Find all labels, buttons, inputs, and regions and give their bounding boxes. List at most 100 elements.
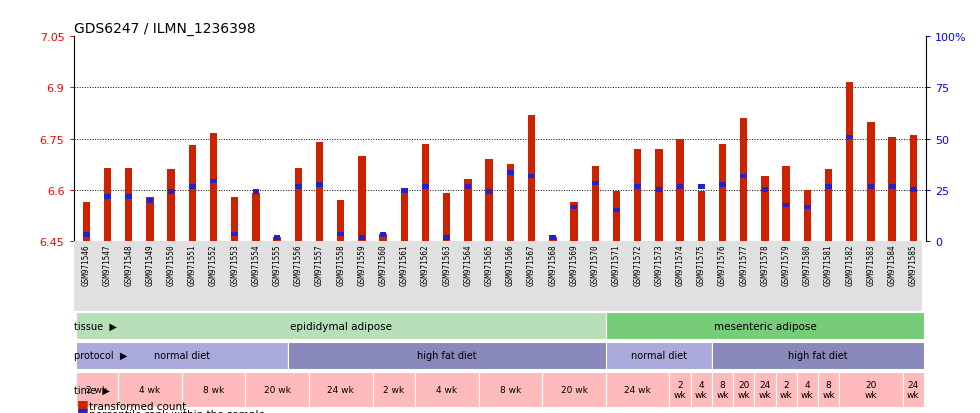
FancyBboxPatch shape [75,342,288,369]
Bar [698,185,705,189]
Bar [909,136,917,241]
Text: GSM971546: GSM971546 [81,243,91,285]
Text: GSM971572: GSM971572 [633,243,642,285]
Text: GSM971584: GSM971584 [888,243,897,285]
Text: GSM971580: GSM971580 [803,243,811,285]
Bar [847,135,853,140]
FancyBboxPatch shape [118,372,181,407]
Bar [231,197,238,241]
Bar [782,166,790,241]
Bar [210,134,218,241]
Bar [718,144,726,241]
Text: 4 wk: 4 wk [139,385,161,394]
Bar [656,188,662,192]
Text: normal diet: normal diet [154,351,210,361]
Bar [634,150,641,241]
Bar [295,168,302,241]
Bar [761,177,768,241]
Text: ■: ■ [76,397,88,410]
Text: 4
wk: 4 wk [801,380,813,399]
Bar [252,194,260,241]
Text: 2 wk: 2 wk [383,385,405,394]
FancyBboxPatch shape [372,372,415,407]
Text: GSM971577: GSM971577 [739,243,748,285]
FancyBboxPatch shape [606,372,669,407]
Bar [82,202,90,241]
Bar [316,142,323,241]
Text: GDS6247 / ILMN_1236398: GDS6247 / ILMN_1236398 [74,22,255,36]
Bar [273,236,280,240]
Bar [359,236,366,240]
Text: GSM971569: GSM971569 [569,243,578,285]
Text: GSM971555: GSM971555 [272,243,281,285]
Bar [147,199,153,203]
Bar [253,190,260,194]
Text: 20 wk: 20 wk [561,385,587,394]
FancyBboxPatch shape [75,372,118,407]
Bar [592,166,599,241]
Bar [677,185,683,189]
Bar [401,192,408,241]
FancyBboxPatch shape [606,313,924,339]
Bar [613,209,619,213]
Text: 4 wk: 4 wk [436,385,458,394]
Bar [570,205,577,209]
FancyBboxPatch shape [75,313,606,339]
Text: GSM971562: GSM971562 [421,243,430,285]
Text: GSM971560: GSM971560 [378,243,388,285]
Text: GSM971566: GSM971566 [506,243,514,285]
FancyBboxPatch shape [775,372,797,407]
Bar [761,188,768,192]
FancyBboxPatch shape [733,372,755,407]
Text: GSM971561: GSM971561 [400,243,409,285]
Bar [656,150,662,241]
Text: GSM971565: GSM971565 [485,243,494,285]
Bar [889,185,896,189]
Text: GSM971581: GSM971581 [824,243,833,285]
Bar [698,192,705,241]
Bar [507,165,514,241]
Text: normal diet: normal diet [631,351,687,361]
Text: 8
wk: 8 wk [822,380,835,399]
Text: 20
wk: 20 wk [737,380,750,399]
Bar [337,232,344,237]
FancyBboxPatch shape [74,241,922,311]
Bar [846,83,854,241]
Text: 24 wk: 24 wk [327,385,354,394]
Bar [740,119,748,241]
Bar [104,168,111,241]
Bar [528,174,535,179]
Text: GSM971559: GSM971559 [358,243,367,285]
Text: epididymal adipose: epididymal adipose [290,321,392,331]
Text: GSM971575: GSM971575 [697,243,706,285]
Text: transformed count: transformed count [89,401,186,411]
Text: GSM971567: GSM971567 [527,243,536,285]
Bar [485,160,493,241]
Bar [804,190,811,241]
Text: GSM971551: GSM971551 [188,243,197,285]
Text: 20
wk: 20 wk [864,380,877,399]
Bar [507,171,514,176]
FancyBboxPatch shape [818,372,839,407]
FancyBboxPatch shape [542,372,606,407]
Text: 24
wk: 24 wk [907,380,919,399]
Text: 2
wk: 2 wk [780,380,793,399]
Bar [804,205,810,209]
Bar [231,232,238,237]
Text: tissue  ▶: tissue ▶ [74,321,117,331]
Bar [337,200,344,241]
Bar [592,181,599,186]
Text: GSM971550: GSM971550 [167,243,175,285]
Bar [465,180,471,241]
FancyBboxPatch shape [691,372,711,407]
Text: GSM971571: GSM971571 [612,243,621,285]
Bar [168,170,174,241]
Text: GSM971556: GSM971556 [294,243,303,285]
FancyBboxPatch shape [711,372,733,407]
Bar [676,139,684,241]
Text: GSM971570: GSM971570 [591,243,600,285]
Text: 8 wk: 8 wk [203,385,224,394]
Text: GSM971583: GSM971583 [866,243,875,285]
FancyBboxPatch shape [181,372,245,407]
FancyBboxPatch shape [839,372,903,407]
